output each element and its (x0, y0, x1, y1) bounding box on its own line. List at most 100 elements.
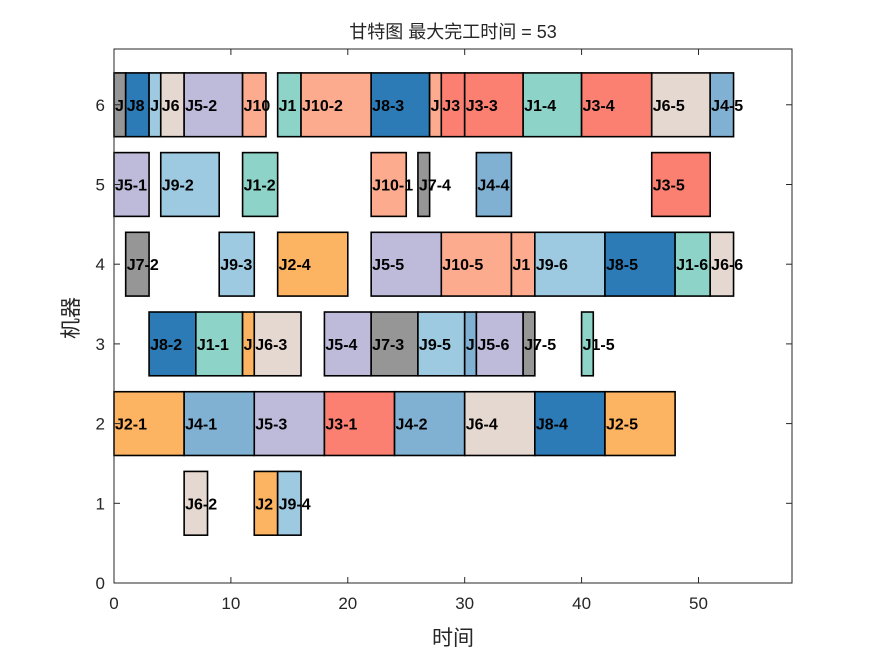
x-tick-label: 10 (221, 594, 240, 613)
task-label: J2-1 (115, 417, 147, 434)
task-label: J10-2 (302, 98, 343, 115)
task-bar-j2-m4 (276, 231, 349, 297)
task-label: J6-2 (185, 496, 217, 513)
y-tick-label: 0 (96, 574, 105, 593)
task-label: J8-5 (606, 257, 638, 274)
task-bar-j7-m4 (124, 231, 150, 297)
task-label: J9-6 (536, 257, 568, 274)
task-bar-j5-m3 (475, 311, 524, 377)
task-label: J5-5 (372, 257, 404, 274)
task-label: J1-5 (583, 337, 615, 354)
task-label: J1 (512, 257, 530, 274)
task-label: J8 (127, 98, 145, 115)
task-label: J4-2 (396, 417, 428, 434)
y-tick-label: 3 (96, 335, 105, 354)
task-label: J7-2 (127, 257, 159, 274)
task-bar-j7-m3 (522, 311, 536, 377)
task-label: J2-5 (606, 417, 638, 434)
y-tick-label: 6 (96, 96, 105, 115)
task-label: J6 (162, 98, 180, 115)
task-bar-j7-m3 (370, 311, 419, 377)
task-bar-j1-m5 (241, 151, 279, 218)
bars-layer: J J8 J J6 J5-2 J10 J1 J10-2 J8-3 J J3 J3-3 J1-4 J3-4 J… (113, 72, 743, 536)
task-label: J5-2 (185, 98, 217, 115)
task-label: J9-2 (162, 177, 194, 194)
task-bar-j5-m3 (323, 311, 372, 377)
task-label: J7-3 (372, 337, 404, 354)
task-label: J7-4 (419, 177, 451, 194)
task-label: J4-1 (185, 417, 217, 434)
task-bar-j3-m6 (580, 72, 653, 138)
task-bar-j10-m5 (370, 151, 408, 218)
task-bar-j6-m6 (650, 72, 711, 138)
task-label: J1 (279, 98, 297, 115)
task-label: J9-5 (419, 337, 451, 354)
task-label: J10 (244, 98, 271, 115)
task-bar-j4-m6 (709, 72, 735, 138)
task-label: J2 (255, 496, 273, 513)
task-label: J2-4 (279, 257, 311, 274)
task-bar-j3-m6 (463, 72, 524, 138)
task-label: J3-5 (653, 177, 685, 194)
task-label: J9-4 (279, 496, 311, 513)
task-label: J6-3 (255, 337, 287, 354)
task-label: J5-6 (477, 337, 509, 354)
plot-frame (113, 48, 793, 584)
task-bar-j1-m6 (522, 72, 583, 138)
task-label: J1-2 (244, 177, 276, 194)
y-tick-label: 4 (96, 255, 105, 274)
task-label: J1-4 (524, 98, 556, 115)
task-bar-j10-m6 (241, 72, 267, 138)
task-label: J10-1 (372, 177, 413, 194)
task-bar-j8-m4 (604, 231, 676, 297)
task-bar-j5-m6 (183, 72, 244, 138)
task-bar-j9-m3 (417, 311, 466, 377)
task-bar-j4-m2 (393, 390, 466, 457)
task-label: J (150, 98, 159, 115)
task-label: J (431, 98, 440, 115)
task-bar-j2-m2 (113, 390, 185, 457)
x-tick-label: 40 (572, 594, 591, 613)
task-label: J5-3 (255, 417, 287, 434)
task-bar-j10-m4 (440, 231, 513, 297)
task-label: J (115, 98, 124, 115)
task-bar-j9-m5 (159, 151, 221, 218)
task-label: J (244, 337, 253, 354)
task-label: J3 (442, 98, 460, 115)
task-bar-j6-m3 (253, 311, 302, 377)
task-bar-j6-m2 (463, 390, 536, 457)
y-tick-label: 2 (96, 415, 105, 434)
task-label: J8-4 (536, 417, 568, 434)
task-bar-j5-m2 (253, 390, 326, 457)
task-bar-j1-m3 (580, 311, 595, 377)
task-bar-j1-m3 (195, 311, 244, 377)
task-label: J10-5 (442, 257, 483, 274)
y-axis-label: 机器 (59, 297, 83, 339)
task-bar-j3-m5 (650, 151, 711, 218)
task-label: J7-5 (524, 337, 556, 354)
x-axis-label: 时间 (432, 626, 474, 650)
task-label: J9-3 (220, 257, 252, 274)
x-tick-label: 0 (109, 594, 118, 613)
task-label: J3-3 (466, 98, 498, 115)
task-bar-j9-m1 (276, 470, 302, 536)
task-bar-j6-m4 (709, 231, 735, 297)
task-bar-j6-m1 (183, 470, 209, 536)
task-bar-j5-m4 (370, 231, 443, 297)
task-label: J5-1 (115, 177, 147, 194)
task-label: J6-5 (653, 98, 685, 115)
task-bar-j7-m5 (417, 151, 431, 218)
task-bar-j4-m5 (475, 151, 513, 218)
task-bar-j9-m4 (218, 231, 256, 297)
task-label: J3-1 (325, 417, 357, 434)
task-label: J (466, 337, 475, 354)
task-bar-j3-m2 (323, 390, 396, 457)
x-tick-label: 30 (455, 594, 474, 613)
x-tick-label: 20 (338, 594, 357, 613)
x-tick-label: 50 (689, 594, 708, 613)
task-label: J6-4 (466, 417, 498, 434)
task-bar-j2-m2 (604, 390, 676, 457)
task-label: J1-6 (676, 257, 708, 274)
task-label: J4-5 (711, 98, 743, 115)
